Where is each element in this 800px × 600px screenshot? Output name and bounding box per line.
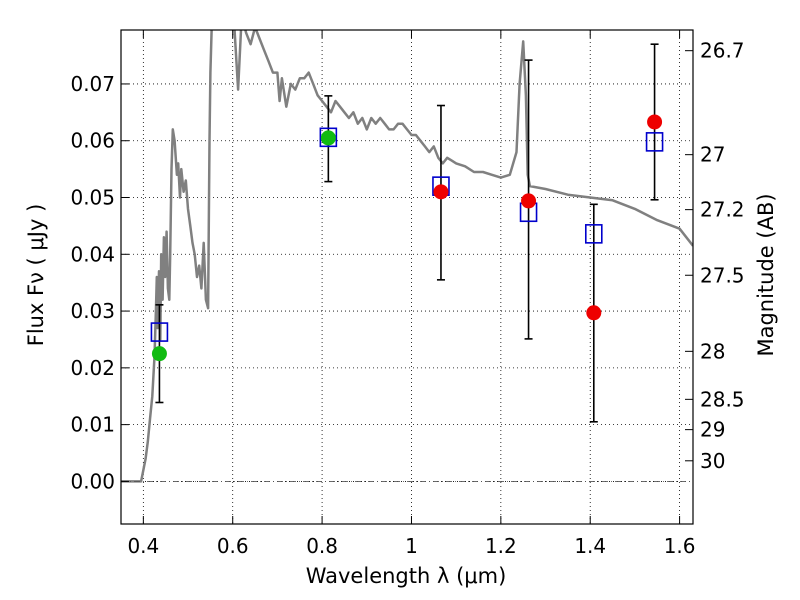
x-tick-label: 0.6 [217,534,249,558]
plot-frame [120,29,694,525]
x-axis-label: Wavelength λ (μm) [306,564,507,588]
x-tick-label: 1.4 [574,534,606,558]
y-tick-label: 0.07 [70,72,115,96]
tick-labels: 0.4 0.6 0.8 1 1.2 1.4 1.6 0.00 0.01 0.02 0.03 0.04 0… [70,39,744,558]
y-axis-label: Flux Fν ( μJy ) [24,204,48,347]
mag-tick-label: 27 [700,143,725,167]
x-tick-label: 0.4 [127,534,159,558]
mag-tick-label: 27.5 [700,263,745,287]
observed-flux-dot [151,346,167,362]
observed-flux-dot [586,305,602,321]
x-tick-label: 1.2 [485,534,517,558]
y-tick-label: 0.06 [70,129,115,153]
mag-tick-label: 28 [700,339,725,363]
model-flux-square [645,132,664,152]
x-tick-label: 1 [405,534,418,558]
mag-tick-label: 29 [700,418,725,442]
model-flux-square [319,127,338,148]
observed-flux-dot [433,184,449,200]
y-tick-label: 0.03 [70,299,115,323]
observed-flux-dot [521,193,537,209]
mag-tick-label: 28.5 [700,387,745,411]
y-axis-right-label: Magnitude (AB) [754,193,778,356]
y-tick-label: 0.01 [70,413,115,437]
y-tick-label: 0.05 [70,186,115,210]
observed-flux-dot [647,114,663,130]
mag-tick-label: 27.2 [700,198,745,222]
model-spectrum-line [121,30,693,483]
mag-tick-label: 30 [700,449,725,473]
y-tick-label: 0.04 [70,242,115,266]
axis-ticks [121,30,693,524]
observed-flux-dot [320,130,336,146]
y-tick-label: 0.00 [70,469,115,493]
plot-area [121,30,693,483]
x-tick-label: 0.8 [306,534,338,558]
y-tick-label: 0.02 [70,356,115,380]
mag-tick-label: 26.7 [700,39,745,63]
x-tick-label: 1.6 [664,534,696,558]
model-flux-square [584,224,603,244]
model-flux-square [150,322,169,342]
